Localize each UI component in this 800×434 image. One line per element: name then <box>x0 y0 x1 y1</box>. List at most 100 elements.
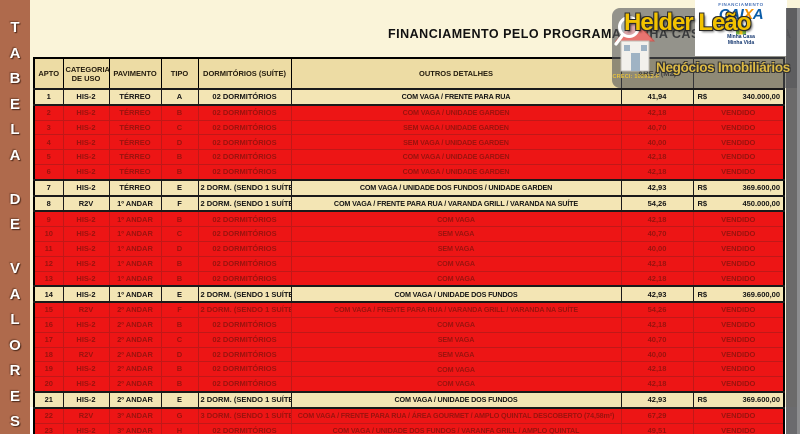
cell-valor: R$ 369.600,00 <box>692 178 785 197</box>
cell-apto: 3 <box>33 119 64 136</box>
table-row: 11 HIS-2 1º ANDAR D 02 DORMITÓRIOS SEM VAGA 40… <box>33 240 785 257</box>
cell-dormitorios: 02 DORMITÓRIOS <box>197 422 292 434</box>
price-value: 369.600,00 <box>742 395 780 405</box>
sidebar-letter: L <box>10 121 20 138</box>
cell-dormitorios: 02 DORMITÓRIOS <box>197 346 292 363</box>
cell-valor: VENDIDO <box>692 376 785 393</box>
currency-symbol: R$ <box>697 289 708 299</box>
cell-valor: VENDIDO <box>692 422 785 434</box>
sidebar-letter: E <box>9 216 20 233</box>
cell-pavimento: 2º ANDAR <box>108 316 162 333</box>
cell-area: 42,93 <box>620 178 694 197</box>
cell-pavimento: 2º ANDAR <box>108 331 162 348</box>
cell-area: 42,18 <box>620 270 694 287</box>
creci-number: CRECI: 102912-F <box>612 74 660 80</box>
cell-apto: 17 <box>33 331 64 348</box>
cell-tipo: B <box>160 104 199 121</box>
cell-valor: VENDIDO <box>692 361 785 378</box>
sidebar-letter: L <box>10 311 20 328</box>
cell-valor: VENDIDO <box>692 134 785 151</box>
cell-valor: R$ 450.000,00 <box>692 194 785 213</box>
cell-tipo: D <box>160 240 199 257</box>
cell-pavimento: 3º ANDAR <box>108 407 162 424</box>
cell-detalhes: COM VAGA / FRENTE PARA RUA / VARANDA GRI… <box>290 194 622 213</box>
cell-pavimento: 1º ANDAR <box>108 194 162 213</box>
cell-pavimento: 1º ANDAR <box>108 226 162 242</box>
table-row: 20 HIS-2 2º ANDAR B 02 DORMITÓRIOS COM VAGA 42… <box>33 376 785 393</box>
cell-pavimento: TÉRREO <box>108 163 162 181</box>
cell-pavimento: 2º ANDAR <box>108 390 162 409</box>
cell-valor: VENDIDO <box>692 149 785 165</box>
cell-detalhes: COM VAGA / FRENTE PARA RUA / VARANDA GRI… <box>290 301 622 318</box>
cell-apto: 7 <box>33 178 64 197</box>
cell-dormitorios: 02 DORMITÓRIOS <box>197 270 292 287</box>
cell-apto: 20 <box>33 376 64 393</box>
cell-categoria: HIS-2 <box>62 134 110 151</box>
table-row: 21 HIS-2 2º ANDAR E 2 DORM. (SENDO 1 SUÍTE) C… <box>33 390 785 409</box>
cell-pavimento: TÉRREO <box>108 134 162 151</box>
col-header-apto: APTO <box>33 57 64 90</box>
cell-detalhes: SEM VAGA <box>290 226 622 242</box>
cell-area: 42,18 <box>620 376 694 393</box>
table-row: 1 HIS-2 TÉRREO A 02 DORMITÓRIOS COM VAGA / FR… <box>33 88 785 106</box>
table-row: 15 R2V 2º ANDAR F 2 DORM. (SENDO 1 SUÍTE) COM… <box>33 301 785 318</box>
cell-apto: 15 <box>33 301 64 318</box>
cell-detalhes: SEM VAGA <box>290 240 622 257</box>
cell-area: 40,00 <box>620 240 694 257</box>
cell-tipo: E <box>160 178 199 197</box>
table-row: 3 HIS-2 TÉRREO C 02 DORMITÓRIOS SEM VAGA / UN… <box>33 119 785 136</box>
cell-tipo: G <box>160 407 199 424</box>
cell-apto: 2 <box>33 104 64 121</box>
cell-categoria: R2V <box>62 407 110 424</box>
cell-detalhes: SEM VAGA / UNIDADE GARDEN <box>290 119 622 136</box>
cell-categoria: HIS-2 <box>62 210 110 228</box>
cell-detalhes: COM VAGA <box>290 361 622 378</box>
sidebar-letter: A <box>9 285 21 303</box>
sidebar-letter: R <box>9 362 21 379</box>
sidebar-letter: A <box>9 146 21 164</box>
cell-dormitorios: 02 DORMITÓRIOS <box>197 376 292 393</box>
cell-categoria: HIS-2 <box>62 119 110 136</box>
table-row: 8 R2V 1º ANDAR F 2 DORM. (SENDO 1 SUÍTE) COM … <box>33 194 785 213</box>
sidebar-letter: E <box>9 95 20 113</box>
cell-area: 42,18 <box>620 255 694 272</box>
cell-categoria: HIS-2 <box>62 255 110 272</box>
cell-pavimento: TÉRREO <box>108 88 162 106</box>
cell-valor: VENDIDO <box>692 163 785 181</box>
cell-categoria: HIS-2 <box>62 331 110 348</box>
cell-categoria: HIS-2 <box>62 422 110 434</box>
table-row: 17 HIS-2 2º ANDAR C 02 DORMITÓRIOS SEM VAGA 40… <box>33 331 785 348</box>
cell-categoria: HIS-2 <box>62 285 110 304</box>
cell-tipo: A <box>160 88 199 106</box>
cell-valor: VENDIDO <box>692 407 785 424</box>
cell-detalhes: COM VAGA <box>290 270 622 287</box>
table-row: 12 HIS-2 1º ANDAR B 02 DORMITÓRIOS COM VAGA 42… <box>33 255 785 272</box>
col-header-categoria-de-uso: CATEGORIA DE USO <box>62 57 110 90</box>
cell-detalhes: COM VAGA / UNIDADE GARDEN <box>290 104 622 121</box>
cell-valor: VENDIDO <box>692 255 785 272</box>
cell-detalhes: COM VAGA / UNIDADE DOS FUNDOS / UNIDADE … <box>290 178 622 197</box>
cell-area: 42,18 <box>620 163 694 181</box>
table-row: 6 HIS-2 TÉRREO B 02 DORMITÓRIOS COM VAGA / UN… <box>33 163 785 181</box>
minha-casa-minha-vida-logo: Minha Casa Minha Vida <box>727 22 755 47</box>
cell-categoria: HIS-2 <box>62 178 110 197</box>
cell-categoria: R2V <box>62 194 110 213</box>
cell-detalhes: COM VAGA / UNIDADE DOS FUNDOS / VARANFA … <box>290 422 622 434</box>
price-value: 450.000,00 <box>742 198 780 208</box>
cell-detalhes: COM VAGA <box>290 376 622 393</box>
cell-categoria: HIS-2 <box>62 376 110 393</box>
cell-pavimento: 1º ANDAR <box>108 240 162 257</box>
financing-label: FINANCIAMENTO <box>718 2 764 7</box>
col-header-dormitorios: DORMITÓRIOS (SUÍTE) <box>197 57 292 90</box>
cell-detalhes: COM VAGA / UNIDADE GARDEN <box>290 149 622 165</box>
cell-valor: VENDIDO <box>692 104 785 121</box>
cell-dormitorios: 02 DORMITÓRIOS <box>197 316 292 333</box>
agency-subtitle: Negócios Imobiliários <box>656 60 790 75</box>
cell-dormitorios: 2 DORM. (SENDO 1 SUÍTE) <box>197 301 292 318</box>
price-value: 369.600,00 <box>742 182 780 192</box>
cell-area: 42,18 <box>620 316 694 333</box>
cell-area: 40,70 <box>620 119 694 136</box>
sidebar-letter: D <box>9 190 21 208</box>
cell-dormitorios: 2 DORM. (SENDO 1 SUÍTE) <box>197 194 292 213</box>
